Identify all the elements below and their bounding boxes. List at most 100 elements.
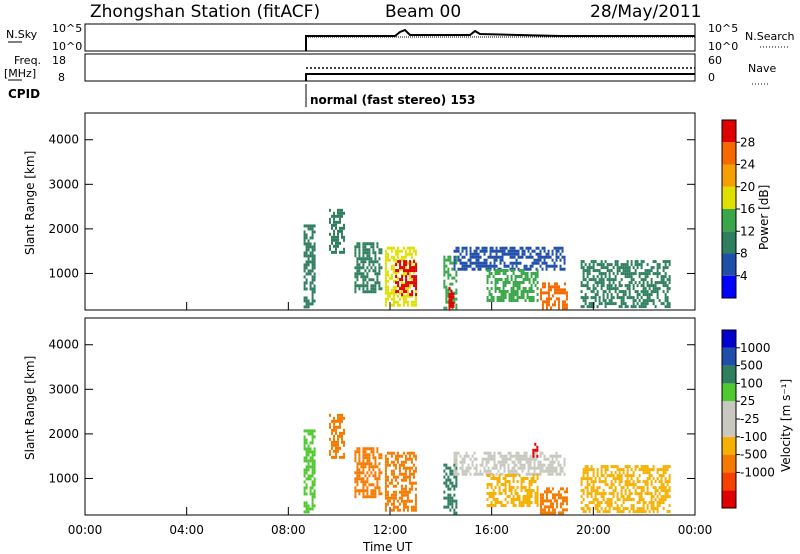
power-echo-cell bbox=[523, 249, 526, 253]
power-echo-cell bbox=[563, 258, 566, 262]
velocity-echo-cell bbox=[303, 492, 306, 496]
velocity-echo-cell bbox=[337, 413, 339, 417]
velocity-echo-cell bbox=[561, 469, 564, 473]
velocity-echo-cell bbox=[364, 483, 367, 487]
power-echo-cell bbox=[610, 296, 613, 300]
velocity-echo-cell bbox=[449, 469, 452, 473]
power-echo-cell bbox=[602, 272, 605, 276]
power-echo-cell bbox=[610, 293, 613, 297]
power-echo-cell bbox=[384, 300, 387, 304]
power-echo-cell bbox=[339, 214, 341, 218]
velocity-echo-cell bbox=[624, 498, 627, 502]
power-echo-cell bbox=[600, 275, 603, 279]
power-echo-cell bbox=[612, 302, 615, 306]
velocity-echo-cell bbox=[378, 477, 381, 481]
power-echo-cell bbox=[537, 258, 540, 262]
power-echo-cell bbox=[590, 290, 593, 294]
velocity-echo-cell bbox=[370, 483, 373, 487]
power-echo-cell bbox=[525, 255, 528, 259]
power-echo-cell bbox=[541, 285, 544, 289]
power-echo-cell bbox=[475, 255, 478, 259]
power-echo-cell bbox=[529, 255, 532, 259]
power-echo-cell bbox=[582, 299, 585, 303]
power-echo-cell bbox=[526, 295, 529, 299]
power-echo-cell bbox=[313, 272, 316, 276]
velocity-echo-cell bbox=[311, 468, 314, 472]
velocity-echo-cell bbox=[602, 480, 605, 484]
power-echo-cell bbox=[608, 281, 611, 285]
velocity-echo-cell bbox=[376, 465, 379, 469]
power-echo-cell bbox=[586, 284, 589, 288]
power-echo-cell bbox=[525, 246, 528, 250]
velocity-echo-cell bbox=[453, 457, 456, 461]
power-echo-cell bbox=[503, 261, 506, 265]
velocity-echo-cell bbox=[384, 481, 387, 485]
velocity-echo-cell bbox=[608, 501, 611, 505]
velocity-echo-cell bbox=[362, 483, 365, 487]
velocity-echo-cell bbox=[543, 499, 546, 503]
power-echo-cell bbox=[502, 292, 505, 296]
velocity-echo-cell bbox=[539, 508, 542, 512]
power-echo-region bbox=[448, 286, 455, 311]
velocity-echo-cell bbox=[404, 460, 407, 464]
power-echo-cell bbox=[520, 280, 523, 284]
power-echo-cell bbox=[471, 252, 474, 256]
velocity-echo-cell bbox=[305, 492, 308, 496]
power-echo-cell bbox=[512, 268, 515, 272]
power-echo-cell bbox=[636, 260, 639, 264]
velocity-echo-cell bbox=[662, 486, 665, 490]
velocity-echo-cell bbox=[628, 492, 631, 496]
power-echo-cell bbox=[366, 290, 369, 294]
velocity-echo-cell bbox=[508, 479, 511, 483]
velocity-echo-cell bbox=[404, 475, 407, 479]
velocity-echo-cell bbox=[547, 457, 550, 461]
power-echo-cell bbox=[380, 251, 383, 255]
velocity-echo-cell bbox=[504, 482, 507, 486]
power-echo-cell bbox=[490, 280, 493, 284]
velocity-echo-cell bbox=[626, 468, 629, 472]
power-echo-cell bbox=[390, 303, 393, 307]
power-echo-cell bbox=[549, 285, 552, 289]
velocity-echo-cell bbox=[588, 492, 591, 496]
velocity-echo-cell bbox=[515, 463, 518, 467]
velocity-echo-cell bbox=[620, 510, 623, 514]
power-echo-cell bbox=[402, 300, 405, 304]
velocity-echo-cell bbox=[313, 483, 316, 487]
velocity-echo-cell bbox=[594, 504, 597, 508]
power-echo-cell bbox=[408, 273, 411, 277]
power-echo-cell bbox=[537, 252, 540, 256]
power-echo-cell bbox=[414, 303, 417, 307]
velocity-echo-cell bbox=[400, 493, 403, 497]
power-echo-cell bbox=[555, 288, 558, 292]
velocity-echo-cell bbox=[374, 459, 377, 463]
power-echo-cell bbox=[626, 266, 629, 270]
velocity-echo-cell bbox=[412, 454, 415, 458]
velocity-echo-cell bbox=[602, 489, 605, 493]
power-echo-cell bbox=[455, 273, 458, 277]
power-echo-cell bbox=[409, 269, 412, 273]
velocity-echo-cell bbox=[646, 492, 649, 496]
nsearch-label: N.Search bbox=[745, 30, 795, 43]
power-echo-cell bbox=[630, 260, 633, 264]
velocity-echo-cell bbox=[624, 507, 627, 511]
velocity-echo-cell bbox=[414, 466, 417, 470]
velocity-echo-cell bbox=[604, 465, 607, 469]
velocity-echo-cell bbox=[515, 451, 518, 455]
power-echo-cell bbox=[492, 298, 495, 302]
velocity-echo-cell bbox=[658, 498, 661, 502]
power-echo-cell bbox=[311, 266, 314, 270]
velocity-echo-cell bbox=[445, 472, 448, 476]
power-echo-cell bbox=[648, 287, 651, 291]
velocity-echo-cell bbox=[594, 507, 597, 511]
power-echo-cell bbox=[386, 270, 389, 274]
velocity-echo-cell bbox=[620, 492, 623, 496]
power-echo-cell bbox=[522, 277, 525, 281]
power-echo-cell bbox=[453, 258, 456, 262]
velocity-echo-cell bbox=[521, 454, 524, 458]
power-echo-cell bbox=[370, 260, 373, 264]
power-echo-cell bbox=[561, 288, 564, 292]
velocity-echo-cell bbox=[539, 454, 542, 458]
velocity-echo-cell bbox=[592, 480, 595, 484]
velocity-echo-cell bbox=[638, 492, 641, 496]
velocity-echo-cell bbox=[632, 471, 635, 475]
